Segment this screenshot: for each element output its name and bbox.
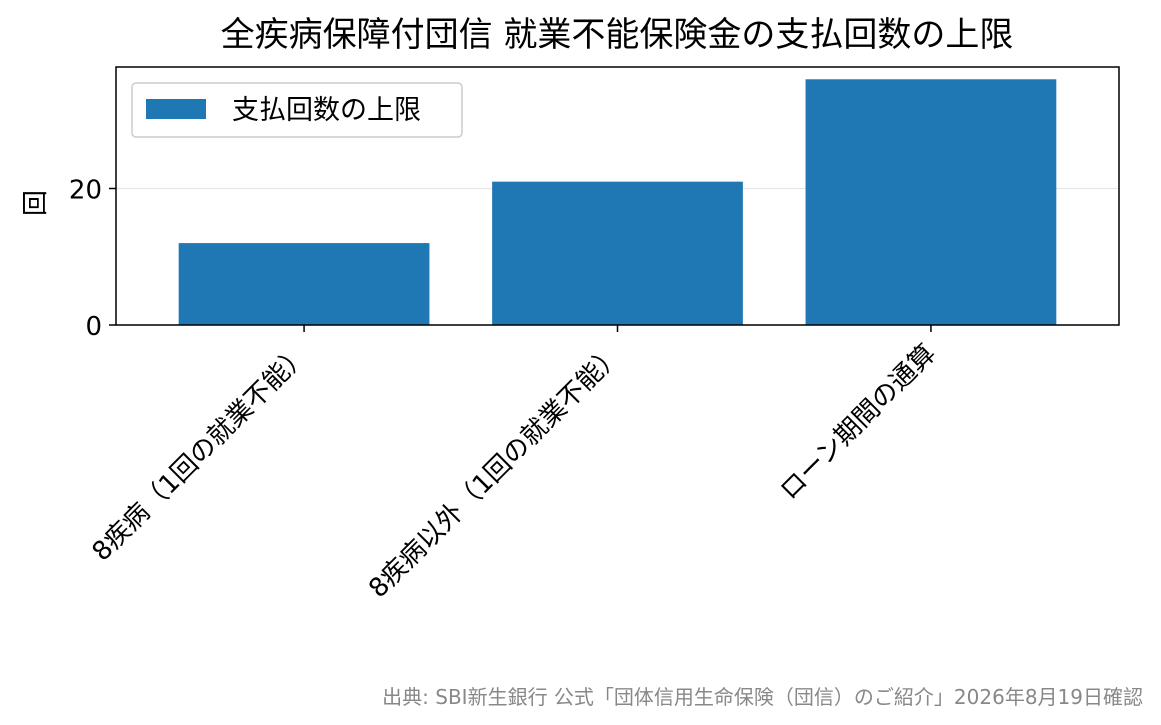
bar: [492, 181, 743, 325]
y-tick-label: 0: [85, 312, 102, 342]
bar: [178, 243, 430, 325]
x-tick-label: 8疾病（1回の就業不能）: [87, 339, 315, 567]
bar: [805, 79, 1057, 326]
legend-box: [131, 82, 463, 138]
source-note: 出典: SBI新生銀行 公式「団体信用生命保険（団信）のご紹介」2026年8月1…: [382, 685, 1143, 709]
x-tick-label: 8疾病以外（1回の就業不能）: [363, 339, 628, 604]
x-axis-ticks: 8疾病（1回の就業不能） 8疾病以外（1回の就業不能） ローン期間の通算: [87, 325, 942, 604]
y-axis-label: 回: [21, 190, 51, 216]
legend: 支払回数の上限: [131, 82, 463, 138]
chart-title: 全疾病保障付団信 就業不能保険金の支払回数の上限: [221, 15, 1014, 55]
bars: [178, 79, 1057, 326]
x-tick-label: ローン期間の通算: [775, 339, 942, 506]
legend-label: 支払回数の上限: [232, 95, 421, 126]
legend-swatch: [146, 99, 206, 119]
y-axis-ticks: 0 20: [69, 175, 116, 342]
y-tick-label: 20: [69, 175, 102, 205]
